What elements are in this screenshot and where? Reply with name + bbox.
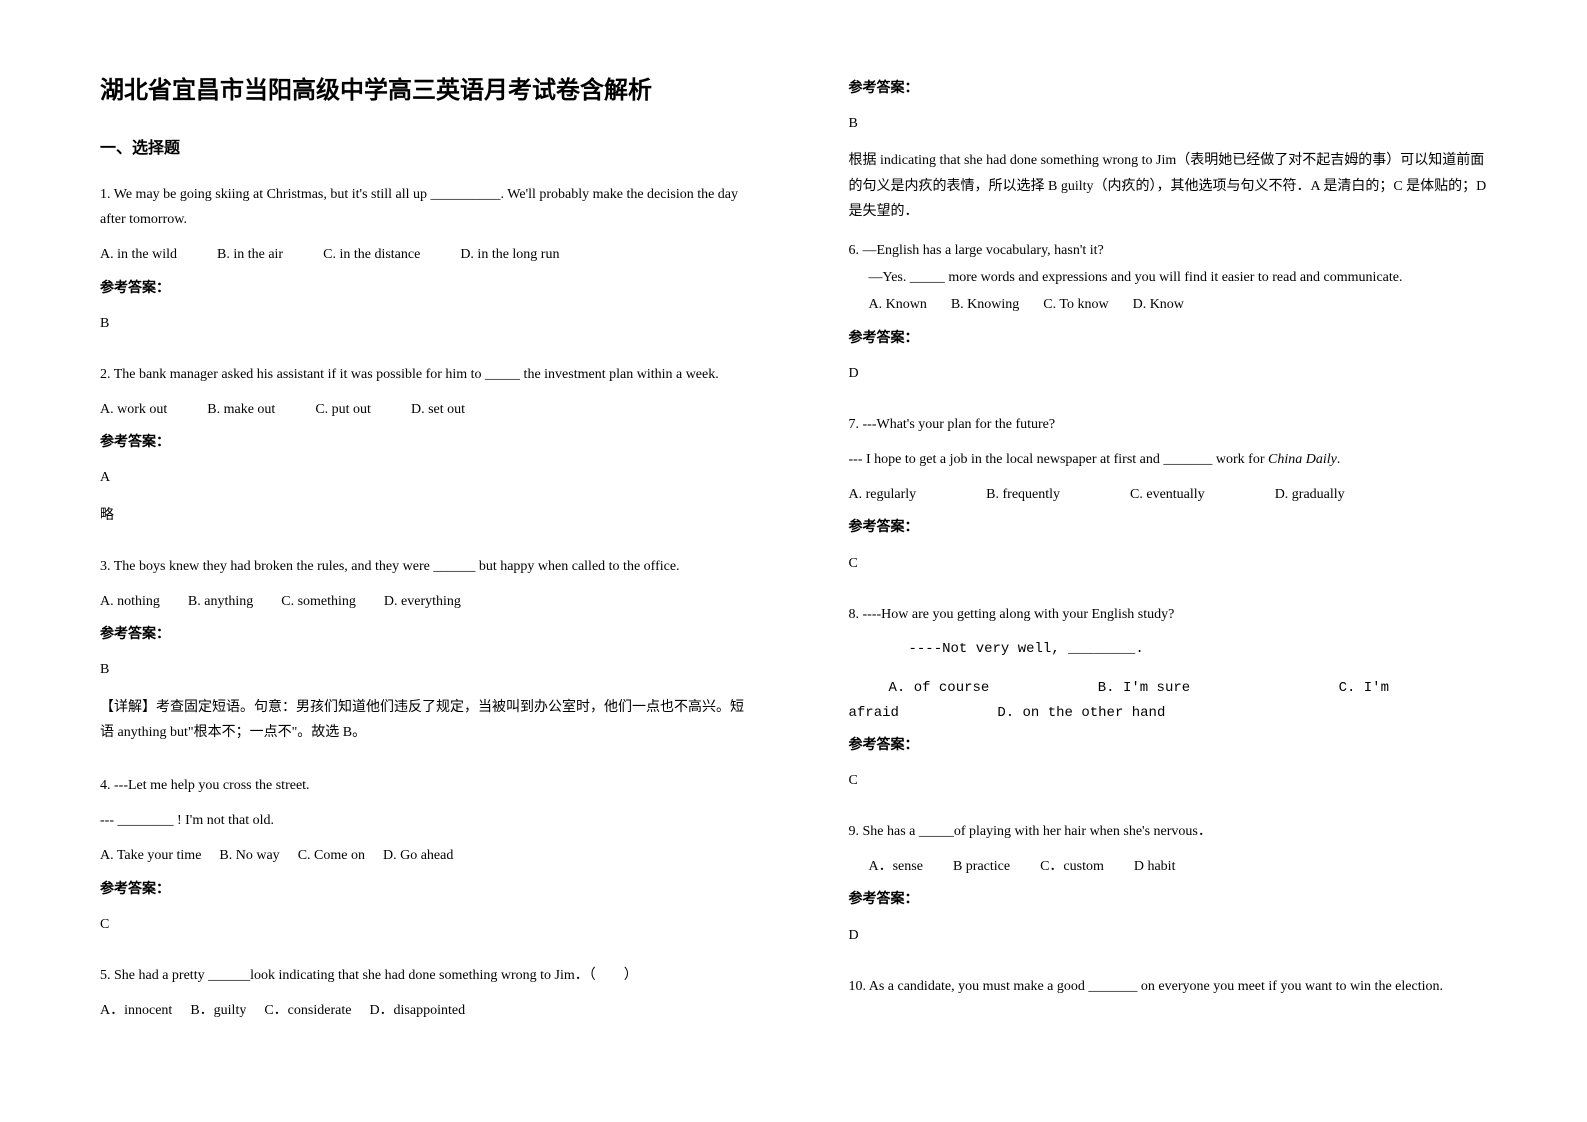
question-line1: 6. —English has a large vocabulary, hasn… (849, 238, 1498, 263)
answer-label: 参考答案： (100, 622, 749, 647)
option-b: B. I'm sure (1098, 680, 1190, 696)
question-options: A．sense B practice C．custom D habit (849, 854, 1498, 879)
option-b: B practice (953, 854, 1010, 879)
question-6: 6. —English has a large vocabulary, hasn… (849, 238, 1498, 398)
option-c: C．considerate (264, 998, 351, 1023)
explanation: 【详解】考查固定短语。句意：男孩们知道他们违反了规定，当被叫到办公室时，他们一点… (100, 695, 749, 745)
option-d: D. in the long run (460, 242, 559, 267)
option-c-cont: afraid (849, 705, 899, 721)
question-text: 3. The boys knew they had broken the rul… (100, 554, 749, 579)
option-a: A. nothing (100, 589, 160, 614)
question-options: A．innocent B．guilty C．considerate D．disa… (100, 998, 749, 1023)
option-c: C. I'm (1339, 680, 1389, 696)
question-text: 2. The bank manager asked his assistant … (100, 362, 749, 387)
right-column: 参考答案： B 根据 indicating that she had done … (829, 70, 1498, 1082)
answer-label: 参考答案： (849, 76, 1498, 101)
question-line1: 7. ---What's your plan for the future? (849, 412, 1498, 437)
question-8: 8. ----How are you getting along with yo… (849, 602, 1498, 805)
line2-italic: China Daily (1268, 452, 1337, 467)
question-text: 9. She has a _____of playing with her ha… (849, 819, 1498, 844)
question-1: 1. We may be going skiing at Christmas, … (100, 182, 749, 348)
question-options: A. Take your time B. No way C. Come on D… (100, 843, 749, 868)
answer-value: A (100, 465, 749, 490)
answer-label: 参考答案： (100, 877, 749, 902)
option-d: D. Go ahead (383, 843, 453, 868)
question-text: 1. We may be going skiing at Christmas, … (100, 182, 749, 232)
option-a: A. of course (889, 680, 990, 696)
question-10: 10. As a candidate, you must make a good… (849, 974, 1498, 1009)
question-text: 10. As a candidate, you must make a good… (849, 974, 1498, 999)
question-4: 4. ---Let me help you cross the street. … (100, 773, 749, 949)
question-line1: 4. ---Let me help you cross the street. (100, 773, 749, 798)
option-c: C. Come on (298, 843, 365, 868)
question-options: A. nothing B. anything C. something D. e… (100, 589, 749, 614)
question-line2: --- I hope to get a job in the local new… (849, 447, 1498, 472)
line2-pre: --- I hope to get a job in the local new… (849, 452, 1269, 467)
line2-post: . (1337, 452, 1341, 467)
question-line2: —Yes. _____ more words and expressions a… (849, 265, 1498, 290)
option-a: A．sense (869, 854, 923, 879)
option-a: A．innocent (100, 998, 172, 1023)
section-heading: 一、选择题 (100, 135, 749, 164)
question-7: 7. ---What's your plan for the future? -… (849, 412, 1498, 588)
answer-value: B (849, 111, 1498, 136)
option-a: A. regularly (849, 482, 917, 507)
option-b: B. make out (207, 397, 275, 422)
question-2: 2. The bank manager asked his assistant … (100, 362, 749, 540)
option-d: D. Know (1133, 292, 1184, 317)
question-options: A. regularly B. frequently C. eventually… (849, 482, 1498, 507)
answer-value: D (849, 923, 1498, 948)
answer-label: 参考答案： (100, 430, 749, 455)
option-b: B. Knowing (951, 292, 1019, 317)
question-options: A. work out B. make out C. put out D. se… (100, 397, 749, 422)
option-c: C. put out (315, 397, 371, 422)
answer-label: 参考答案： (849, 887, 1498, 912)
answer-value: C (849, 768, 1498, 793)
answer-value: C (849, 551, 1498, 576)
option-d: D. gradually (1275, 482, 1345, 507)
answer-value: C (100, 912, 749, 937)
option-a: A. work out (100, 397, 167, 422)
document-title: 湖北省宜昌市当阳高级中学高三英语月考试卷含解析 (100, 70, 749, 113)
answer-label: 参考答案： (100, 276, 749, 301)
option-b: B. frequently (986, 482, 1060, 507)
question-line2: --- ________ ! I'm not that old. (100, 808, 749, 833)
answer-label: 参考答案： (849, 515, 1498, 540)
option-c: C. eventually (1130, 482, 1205, 507)
option-a: A. Known (869, 292, 927, 317)
option-b: B. anything (188, 589, 253, 614)
option-c: C. something (281, 589, 356, 614)
answer-label: 参考答案： (849, 733, 1498, 758)
answer-label: 参考答案： (849, 326, 1498, 351)
option-d: D. everything (384, 589, 461, 614)
option-c: C．custom (1040, 854, 1104, 879)
question-text: 5. She had a pretty ______look indicatin… (100, 963, 749, 988)
question-options: A. in the wild B. in the air C. in the d… (100, 242, 749, 267)
question-5: 5. She had a pretty ______look indicatin… (100, 963, 749, 1031)
option-d: D habit (1134, 854, 1176, 879)
question-options-row1: A. of course B. I'm sure C. I'm (849, 676, 1498, 701)
answer-note: 略 (100, 503, 749, 528)
option-d: D. on the other hand (997, 705, 1165, 721)
question-options-row2: afraid D. on the other hand (849, 701, 1498, 726)
answer-value: B (100, 311, 749, 336)
option-c: C. in the distance (323, 242, 420, 267)
question-options: A. Known B. Knowing C. To know D. Know (849, 292, 1498, 317)
answer-value: D (849, 361, 1498, 386)
option-c: C. To know (1043, 292, 1108, 317)
option-d: D. set out (411, 397, 465, 422)
explanation: 根据 indicating that she had done somethin… (849, 148, 1498, 224)
answer-value: B (100, 657, 749, 682)
option-a: A. in the wild (100, 242, 177, 267)
option-b: B. in the air (217, 242, 283, 267)
question-9: 9. She has a _____of playing with her ha… (849, 819, 1498, 960)
option-b: B．guilty (190, 998, 246, 1023)
left-column: 湖北省宜昌市当阳高级中学高三英语月考试卷含解析 一、选择题 1. We may … (100, 70, 769, 1082)
question-3: 3. The boys knew they had broken the rul… (100, 554, 749, 759)
question-line1: 8. ----How are you getting along with yo… (849, 602, 1498, 627)
option-d: D．disappointed (369, 998, 465, 1023)
option-b: B. No way (219, 843, 279, 868)
question-line2: ----Not very well, ________. (849, 637, 1498, 662)
option-a: A. Take your time (100, 843, 201, 868)
